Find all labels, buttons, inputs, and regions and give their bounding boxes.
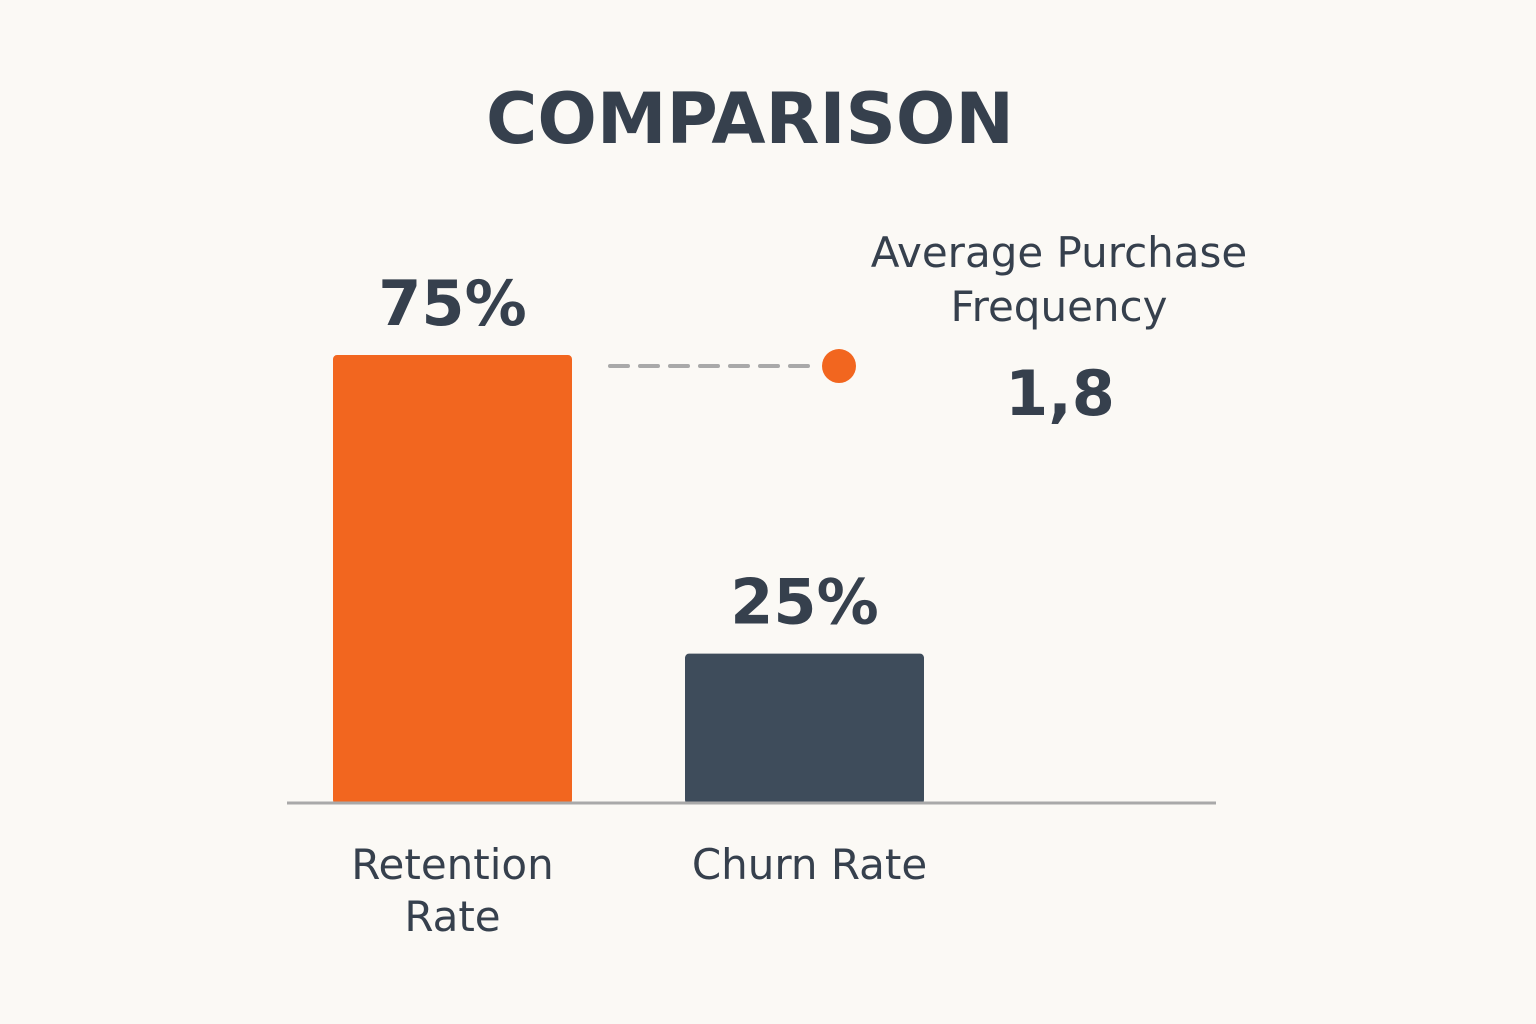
bar-group: 75% Retention Rate 25% Churn Rate — [333, 267, 927, 941]
chart-title: COMPARISON — [486, 78, 1014, 160]
metric-label-line: Average Purchase — [871, 228, 1248, 277]
category-label-retention-rate: Retention Rate — [351, 840, 554, 941]
metric-label: Average Purchase Frequency — [871, 228, 1248, 331]
value-label-churn-rate: 25% — [730, 566, 878, 639]
category-label-line: Retention — [351, 840, 554, 889]
category-label-line: Churn Rate — [692, 840, 927, 889]
metric-value: 1,8 — [1005, 357, 1115, 430]
value-label-retention-rate: 75% — [378, 267, 526, 340]
bar-churn-rate — [685, 653, 924, 804]
metric-label-line: Frequency — [951, 282, 1168, 331]
bar-retention-rate — [333, 355, 572, 804]
purchase-frequency-annotation: Average Purchase Frequency 1,8 — [608, 228, 1248, 430]
category-label-line: Rate — [404, 892, 500, 941]
category-label-churn-rate: Churn Rate — [692, 840, 927, 889]
annotation-marker-dot — [822, 349, 856, 384]
